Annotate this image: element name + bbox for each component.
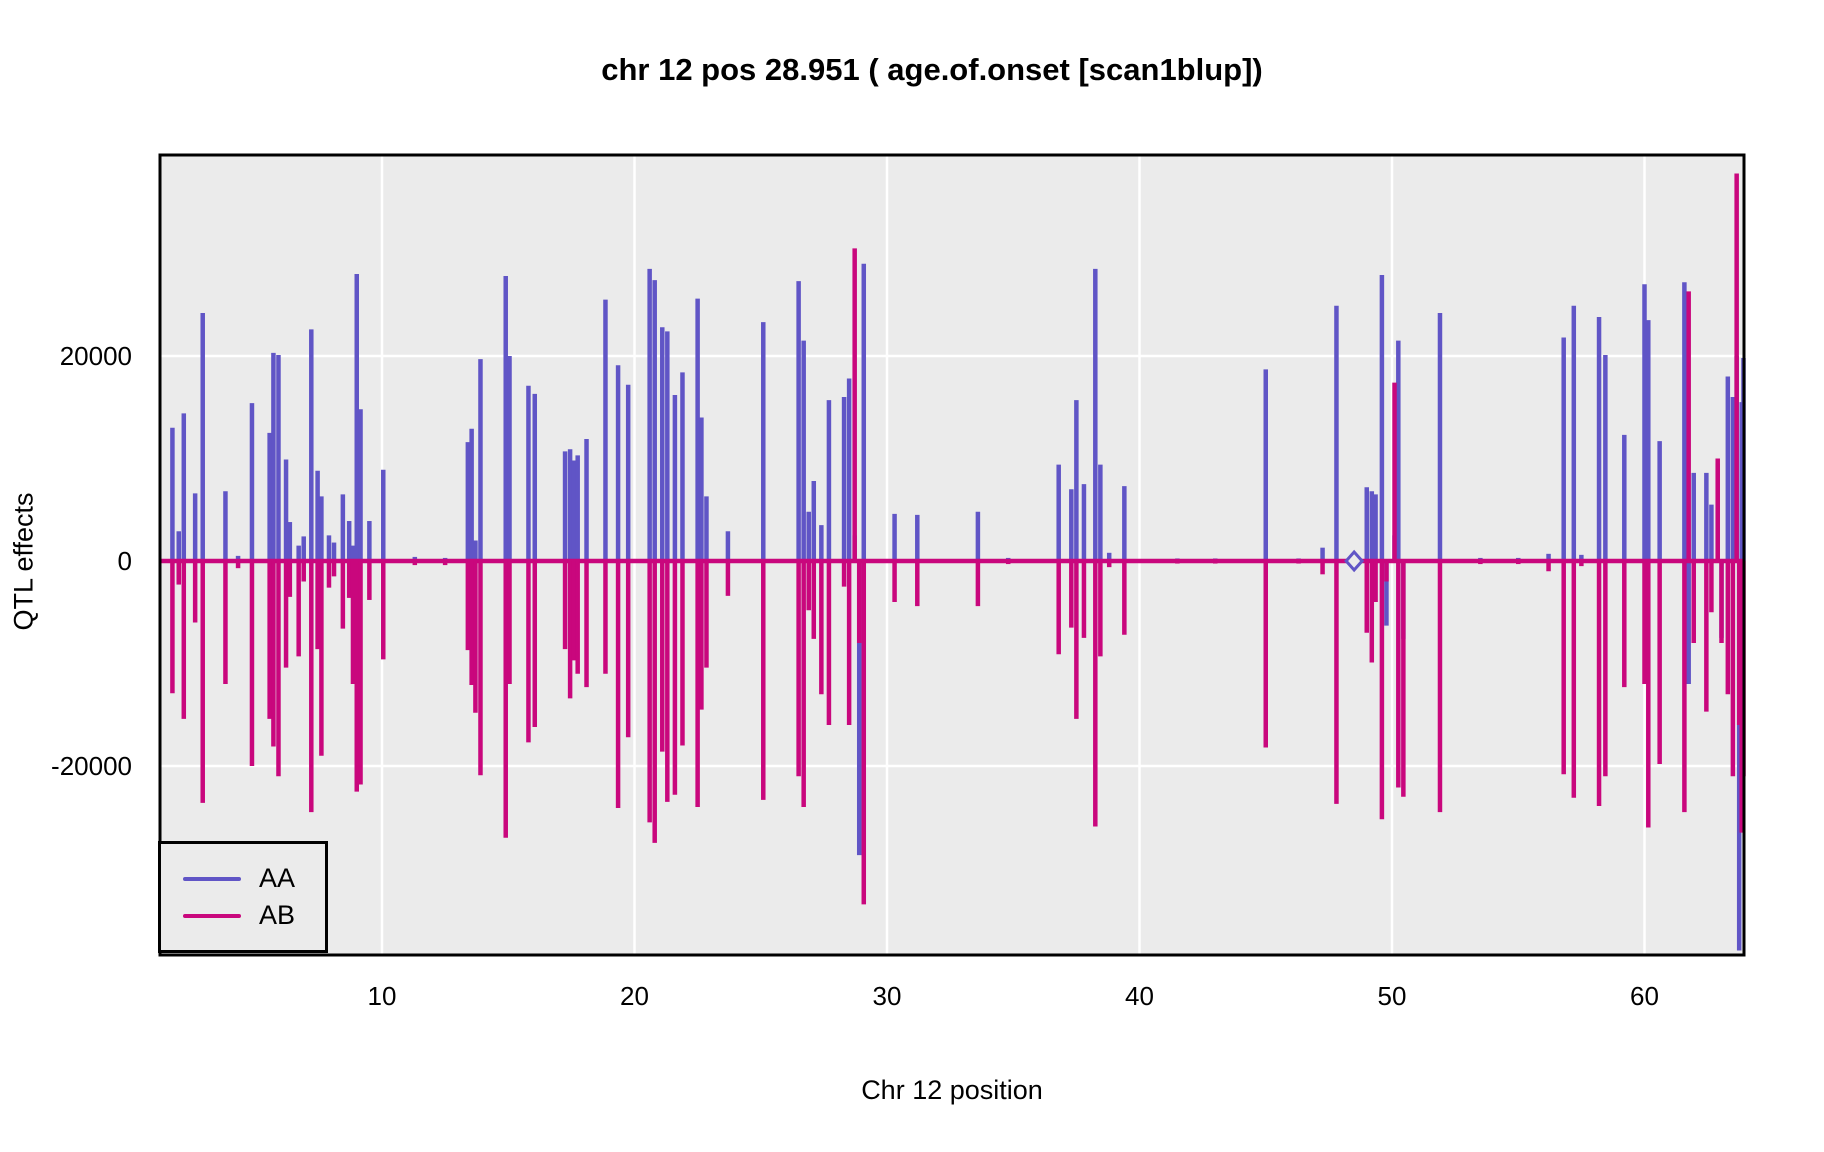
- legend-item-ab: AB: [161, 902, 325, 929]
- y-tick-label: 20000: [60, 341, 132, 371]
- x-tick-label: 30: [873, 981, 902, 1011]
- y-tick-label: -20000: [51, 751, 132, 781]
- y-tick-label: 0: [118, 546, 132, 576]
- ab-line-swatch: [183, 913, 241, 918]
- legend-label-ab: AB: [259, 900, 296, 930]
- legend-label-aa: AA: [259, 863, 296, 893]
- aa-line-swatch: [183, 876, 241, 881]
- x-tick-label: 20: [620, 981, 649, 1011]
- x-tick-label: 60: [1630, 981, 1659, 1011]
- chart-title: chr 12 pos 28.951 ( age.of.onset [scan1b…: [601, 52, 1263, 87]
- x-tick-label: 40: [1125, 981, 1154, 1011]
- panel-border: [158, 153, 1746, 957]
- panel-background: [160, 155, 1744, 955]
- x-tick-label: 10: [368, 981, 397, 1011]
- legend: AA AB: [158, 841, 328, 953]
- x-axis-title: Chr 12 position: [861, 1075, 1043, 1105]
- peak-position-diamond: [1344, 549, 1365, 573]
- legend-item-aa: AA: [161, 865, 325, 892]
- x-tick-label: 50: [1378, 981, 1407, 1011]
